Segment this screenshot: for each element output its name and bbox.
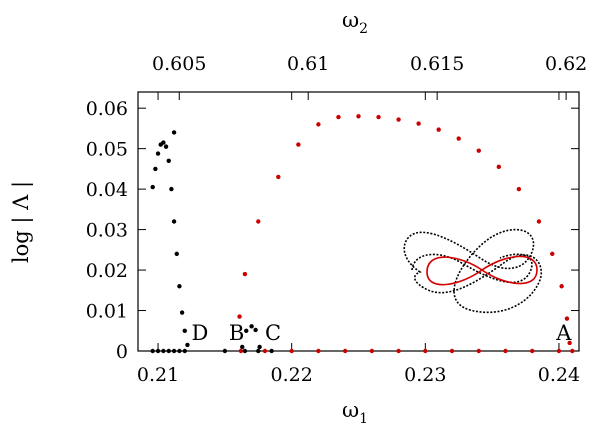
data-point [564,316,570,321]
data-point [171,130,177,135]
x-tick-label: 0.24 [538,364,580,386]
data-point [276,174,281,180]
point-label-c: C [265,321,281,345]
data-point [296,142,301,147]
x2-tick-label: 0.61 [287,53,329,75]
x2-axis-title: ω2 [342,8,368,37]
data-point [436,127,441,132]
data-point [182,348,187,354]
data-point [166,348,171,354]
data-point [476,348,481,354]
data-point [369,348,375,354]
y-tick-label: 0.05 [86,139,128,161]
data-point [174,251,179,257]
data-point [269,348,274,354]
data-point [456,136,461,141]
data-point [171,348,177,354]
x-axis-top: 0.605 0.61 0.615 0.62 [152,53,587,100]
point-labels: A B C D [191,321,572,345]
y-tick-label: 0 [116,341,128,363]
data-point [530,348,535,354]
data-point [169,186,174,192]
data-point [249,324,254,329]
data-point [150,184,155,190]
data-point [262,348,268,354]
data-point [567,340,572,346]
data-point [238,348,244,354]
point-label-d: D [191,321,208,345]
y-axis-title: log | Λ | [9,181,34,263]
data-point [256,219,261,224]
data-point [237,314,242,319]
y-tick-label: 0.06 [86,98,128,120]
data-point [161,348,166,354]
data-point [336,114,341,120]
data-point [536,219,542,224]
data-point [171,219,177,224]
data-point [257,344,262,350]
x-tick-label: 0.22 [271,364,313,386]
data-point [342,348,348,354]
data-point [153,166,158,172]
data-point [155,151,161,156]
data-point [376,114,381,120]
plot-frame [137,91,580,352]
data-point [177,284,182,289]
y-tick-label: 0.03 [86,220,128,242]
data-point [166,158,171,163]
data-point [182,328,187,333]
data-point [503,348,508,354]
x2-tick-label: 0.62 [545,53,587,75]
data-point [556,348,562,354]
data-point [155,348,161,354]
data-point [150,348,155,354]
y-tick-label: 0.01 [86,301,128,323]
point-label-a: A [555,321,572,345]
data-point [177,348,182,354]
data-point [316,348,321,354]
point-label-b: B [229,321,244,345]
data-point [396,117,401,122]
data-point [222,348,228,354]
inset-black-orbit [403,228,543,314]
data-point [242,271,248,277]
data-point [396,348,401,354]
data-point [516,186,522,192]
data-point [179,310,185,315]
data-point [476,148,481,153]
x2-tick-label: 0.615 [410,53,464,75]
data-point [240,344,245,350]
x-tick-label: 0.21 [137,364,179,386]
data-point [253,327,258,333]
data-point [163,144,169,149]
data-point [185,342,190,348]
x-tick-label: 0.23 [404,364,446,386]
data-point [242,348,248,354]
data-point [570,348,575,354]
orbit-inset-drawing [403,228,543,314]
y-axis: 0 0.01 0.02 0.03 0.04 0.05 0.06 [86,98,579,363]
data-point [356,114,361,119]
x-axis-title: ω1 [342,398,368,427]
data-point [289,348,294,354]
y-tick-label: 0.02 [86,260,128,282]
data-points [150,114,575,354]
x-axis-bottom: 0.21 0.22 0.23 0.24 [137,92,580,386]
data-point [496,164,502,170]
data-point [316,122,321,127]
data-point [244,328,249,333]
data-point [559,284,564,289]
data-point [423,348,428,354]
data-point [550,251,555,257]
data-point [161,140,166,145]
data-point [449,348,455,354]
inset-red-orbit [426,255,538,286]
data-point [256,348,261,354]
x2-tick-label: 0.605 [152,53,206,75]
y-tick-label: 0.04 [86,179,128,201]
data-point [416,121,421,126]
